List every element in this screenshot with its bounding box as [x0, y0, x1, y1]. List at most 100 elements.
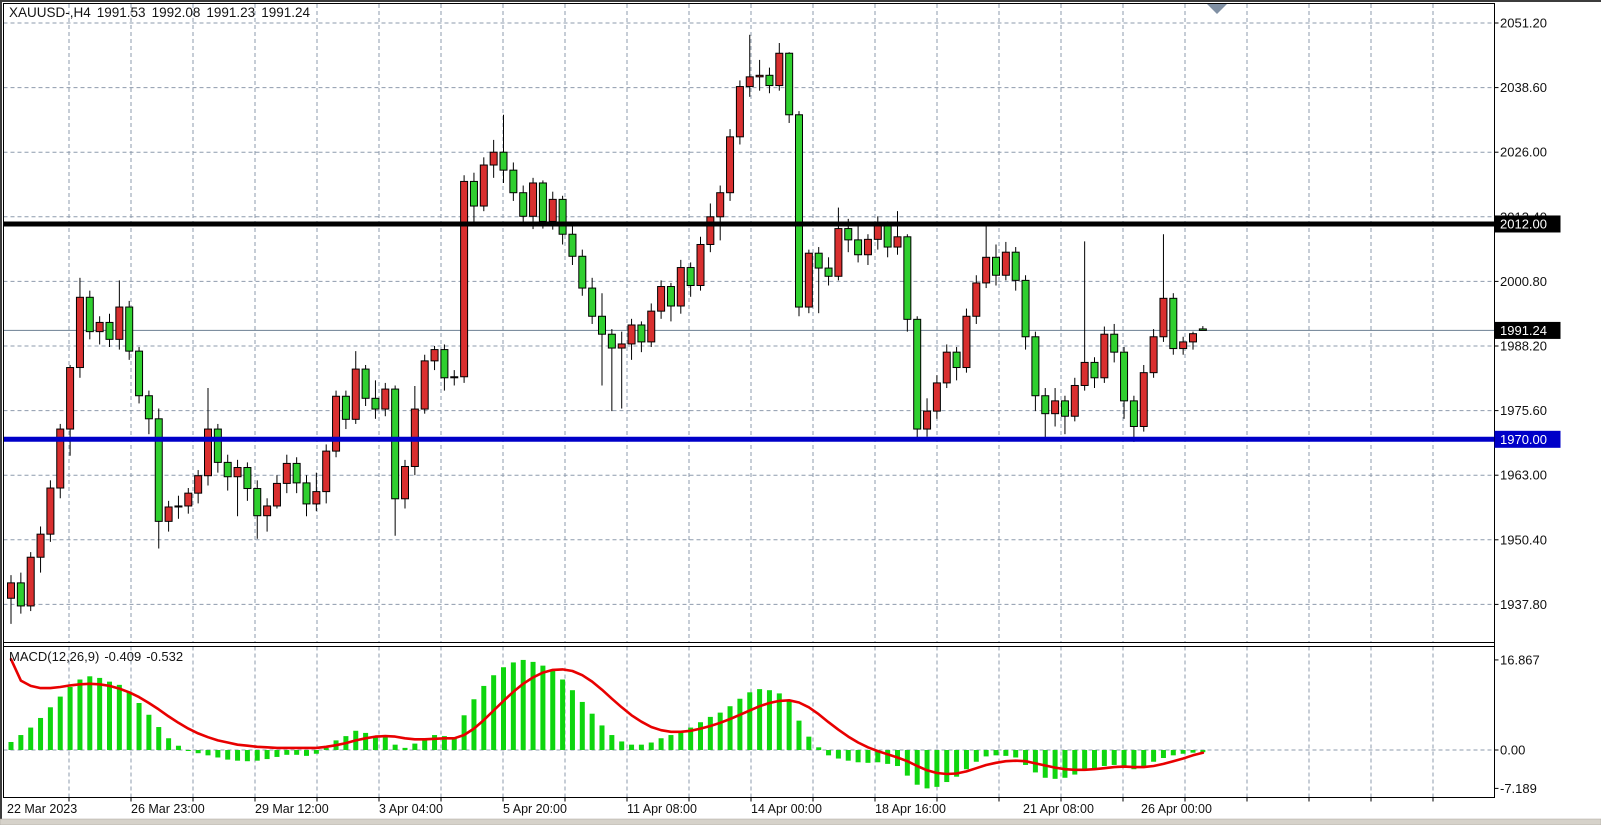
- macd-histogram-bar: [1072, 750, 1078, 775]
- macd-histogram-bar: [225, 750, 231, 760]
- macd-histogram-bar: [156, 727, 162, 750]
- macd-histogram-bar: [510, 662, 516, 750]
- macd-axis-label: 16.867: [1500, 652, 1540, 667]
- candle-down: [558, 198, 567, 235]
- candle-up: [627, 324, 636, 345]
- macd-histogram-bar: [747, 692, 753, 750]
- macd-axis-label: 0.00: [1500, 743, 1525, 758]
- candle-up: [529, 182, 538, 217]
- macd-histogram-bar: [796, 720, 802, 750]
- candle-up: [863, 238, 872, 256]
- candle-down: [292, 462, 301, 484]
- candle-down: [391, 388, 400, 500]
- candle-up: [982, 256, 991, 284]
- candle-down: [824, 267, 833, 277]
- candle-down: [1021, 279, 1030, 338]
- macd-histogram-bar: [215, 750, 221, 758]
- macd-histogram-bar: [835, 750, 841, 759]
- macd-histogram-bar: [550, 670, 556, 750]
- candle-down: [607, 333, 616, 349]
- time-axis-label: 29 Mar 12:00: [255, 802, 329, 816]
- candle-up: [1149, 336, 1158, 374]
- ohlc-low: 1991.23: [206, 5, 256, 20]
- macd-histogram-bar: [717, 712, 723, 750]
- macd-histogram-bar: [737, 698, 743, 750]
- candle-up: [716, 192, 725, 218]
- window-bottom-strip: [0, 818, 1601, 825]
- chart-frame: [3, 3, 1495, 798]
- candle-down: [1031, 336, 1040, 397]
- candle-down: [243, 467, 252, 490]
- candle-down: [1129, 400, 1138, 427]
- macd-histogram-bar: [422, 738, 428, 750]
- macd-histogram-bar: [461, 715, 467, 750]
- macd-histogram-bar: [363, 732, 369, 750]
- macd-histogram-bar: [540, 665, 546, 750]
- candle-up: [932, 382, 941, 412]
- macd-histogram-bar: [569, 690, 575, 750]
- macd-histogram-bar: [776, 693, 782, 750]
- macd-histogram-bar: [284, 750, 290, 755]
- time-axis-label: 11 Apr 08:00: [627, 802, 697, 816]
- macd-histogram-bar: [934, 750, 940, 787]
- candle-up: [75, 296, 84, 369]
- macd-histogram-bar: [412, 743, 418, 750]
- macd-histogram-bar: [481, 685, 487, 750]
- macd-histogram-bar: [126, 692, 132, 750]
- candle-down: [883, 223, 892, 248]
- candle-down: [1011, 251, 1020, 281]
- macd-histogram-bar: [619, 741, 625, 750]
- macd-histogram-bar: [67, 686, 73, 750]
- price-axis-label: 1963.00: [1500, 468, 1547, 483]
- macd-histogram-bar: [944, 750, 950, 783]
- candle-up: [26, 556, 35, 607]
- macd-histogram-bar: [816, 747, 822, 750]
- time-axis-label: 21 Apr 08:00: [1023, 802, 1094, 816]
- candle-up: [804, 252, 813, 308]
- macd-histogram-bar: [116, 684, 122, 750]
- macd-histogram-bar: [560, 679, 566, 750]
- candle-up: [56, 428, 65, 489]
- candle-down: [1041, 395, 1050, 415]
- macd-histogram-bar: [1042, 750, 1048, 778]
- macd-histogram-bar: [658, 738, 664, 750]
- candle-up: [204, 428, 212, 477]
- resistance-level-tag: [1494, 215, 1561, 233]
- price-axis-label: 1950.40: [1500, 532, 1547, 547]
- macd-histogram-bar: [1101, 750, 1107, 767]
- macd-histogram-bar: [166, 738, 172, 750]
- macd-histogram-bar: [678, 730, 684, 750]
- candle-down: [440, 349, 449, 379]
- macd-value: -0.409: [104, 649, 142, 664]
- candle-up: [735, 86, 744, 138]
- candle-down: [578, 255, 587, 289]
- macd-histogram-bar: [1200, 750, 1206, 753]
- macd-histogram-bar: [1003, 750, 1009, 756]
- candle-up: [479, 164, 488, 207]
- macd-histogram-bar: [372, 736, 378, 750]
- macd-histogram-bar: [727, 706, 733, 750]
- macd-histogram-bar: [638, 744, 644, 750]
- chart-shift-marker-icon[interactable]: [1207, 4, 1227, 14]
- candle-up: [1051, 400, 1060, 415]
- macd-histogram-bar: [87, 676, 93, 750]
- macd-histogram-bar: [392, 744, 398, 750]
- candle-up: [706, 216, 715, 245]
- macd-histogram-bar: [57, 696, 63, 750]
- macd-histogram-bar: [146, 714, 152, 750]
- candle-up: [942, 351, 951, 384]
- candle-down: [1110, 333, 1119, 353]
- candle-down: [686, 267, 695, 287]
- candle-down: [1120, 351, 1129, 402]
- candle-up: [1189, 333, 1197, 343]
- time-axis-label: 26 Apr 00:00: [1141, 802, 1212, 816]
- candle-up: [460, 180, 469, 378]
- candle-down: [568, 233, 577, 257]
- candle-up: [962, 315, 971, 369]
- candle-up: [66, 367, 75, 430]
- macd-histogram-bar: [875, 750, 881, 763]
- candle-down: [223, 461, 232, 478]
- macd-histogram-bar: [441, 736, 447, 750]
